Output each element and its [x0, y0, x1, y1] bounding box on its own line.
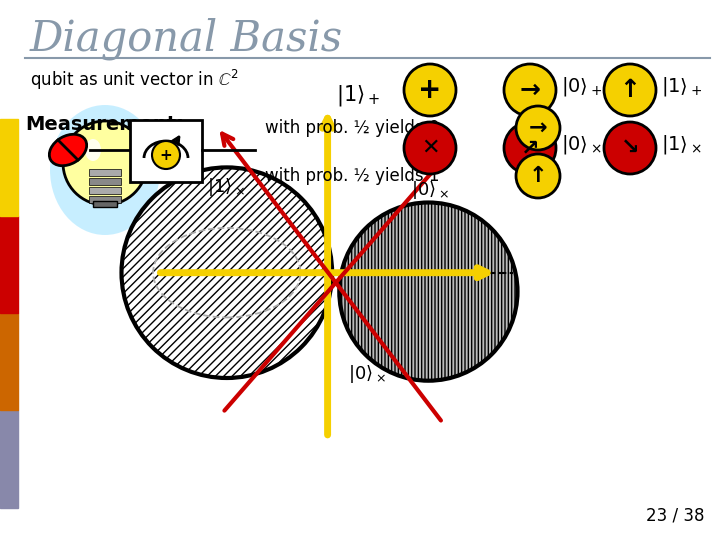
Text: with prob. ½ yields 1: with prob. ½ yields 1	[265, 167, 439, 185]
Text: $|1\rangle_\times$: $|1\rangle_\times$	[661, 132, 702, 156]
Text: $|0\rangle_+$: $|0\rangle_+$	[561, 75, 603, 98]
Bar	[0, 410, 18, 508]
Bar	[89, 196, 121, 203]
Circle shape	[404, 64, 456, 116]
Circle shape	[604, 64, 656, 116]
Text: $|0\rangle_\times$: $|0\rangle_\times$	[348, 363, 386, 384]
Circle shape	[404, 122, 456, 174]
Circle shape	[152, 141, 180, 169]
Text: $|0\rangle_\times$: $|0\rangle_\times$	[411, 179, 449, 201]
Text: ↑: ↑	[528, 166, 547, 186]
Text: →: →	[520, 78, 541, 102]
Bar	[89, 178, 121, 185]
Bar	[89, 169, 121, 176]
Text: $|1\rangle_\times$: $|1\rangle_\times$	[207, 176, 245, 198]
Text: +: +	[160, 147, 172, 163]
Circle shape	[504, 64, 556, 116]
Text: $|1\rangle_+$: $|1\rangle_+$	[661, 75, 703, 98]
Text: ↘: ↘	[621, 138, 639, 158]
Circle shape	[63, 121, 147, 205]
Text: +: +	[418, 76, 441, 104]
Bar	[0, 119, 18, 216]
Text: Measurement:: Measurement:	[25, 115, 184, 134]
Text: 23 / 38: 23 / 38	[647, 507, 705, 525]
Circle shape	[122, 167, 332, 378]
Text: →: →	[528, 118, 547, 138]
Circle shape	[516, 154, 560, 198]
Ellipse shape	[49, 134, 86, 166]
Bar	[0, 313, 18, 410]
Ellipse shape	[50, 105, 160, 235]
Circle shape	[516, 106, 560, 150]
Bar	[93, 201, 117, 207]
Bar	[0, 216, 18, 313]
Ellipse shape	[85, 139, 101, 161]
Text: ↑: ↑	[619, 78, 641, 102]
Text: with prob. ½ yields 0: with prob. ½ yields 0	[265, 119, 439, 137]
Text: qubit as unit vector in $\mathbb{C}^2$: qubit as unit vector in $\mathbb{C}^2$	[30, 68, 239, 92]
Circle shape	[339, 202, 518, 381]
Text: ↗: ↗	[521, 138, 539, 158]
Text: $|1\rangle_+$: $|1\rangle_+$	[336, 83, 379, 107]
Bar	[130, 120, 202, 182]
Text: ✕: ✕	[420, 138, 439, 158]
Circle shape	[604, 122, 656, 174]
Bar	[89, 187, 121, 194]
Text: $|0\rangle_\times$: $|0\rangle_\times$	[561, 132, 602, 156]
Circle shape	[504, 122, 556, 174]
Text: Diagonal Basis: Diagonal Basis	[30, 18, 343, 60]
